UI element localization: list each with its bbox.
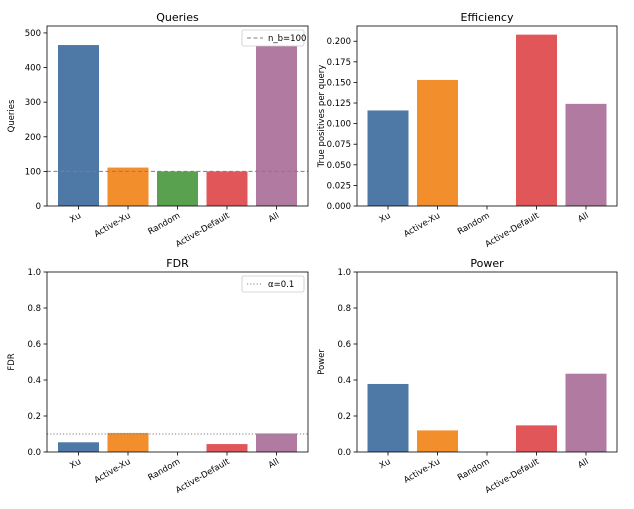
y-tick-label: 0.6 xyxy=(337,340,351,350)
y-tick-label: 100 xyxy=(25,167,41,177)
legend-box xyxy=(241,29,305,47)
y-axis-label: Queries xyxy=(7,99,17,132)
x-tick-label: All xyxy=(576,211,590,225)
x-tick-label: Active-Default xyxy=(484,211,542,250)
x-tick-label: All xyxy=(267,211,281,225)
y-tick-label: 0.0 xyxy=(27,448,41,458)
chart-title: Efficiency xyxy=(461,11,514,24)
x-tick-label: Active-Xu xyxy=(93,457,133,486)
y-tick-label: 0.0 xyxy=(337,448,351,458)
y-tick-label: 200 xyxy=(25,133,41,143)
y-tick-label: 0.150 xyxy=(327,78,351,88)
bar-random xyxy=(157,171,198,206)
x-tick-label: Active-Default xyxy=(174,457,232,496)
x-tick-label: Random xyxy=(456,211,491,237)
bar-active-xu xyxy=(107,432,149,452)
subplot-4: Power 0.0 0.2 0.4 0.6 0.8 1.0 Power Xu Active-Xu R… xyxy=(317,257,618,496)
y-tick-label: 0.2 xyxy=(27,412,41,422)
subplot-3: FDR 0.0 0.2 0.4 0.6 0.8 1.0 FDR Xu Active-Xu Rando… xyxy=(7,257,309,496)
subplot-2: Efficiency 0.000 0.025 0.050 0.075 0.100 0.125… xyxy=(317,11,618,250)
y-tick-label: 0.075 xyxy=(327,140,351,150)
chart-title: FDR xyxy=(166,257,189,270)
y-axis-label: FDR xyxy=(7,353,17,370)
chart-title: Queries xyxy=(156,11,199,24)
bar-active-default xyxy=(516,34,557,206)
y-tick-label: 0.4 xyxy=(27,376,41,386)
bar-xu xyxy=(367,110,409,206)
y-tick-label: 0.8 xyxy=(337,304,351,314)
bar-all xyxy=(256,35,297,206)
y-tick-label: 0.175 xyxy=(327,58,351,68)
y-tick-label: 0 xyxy=(36,202,41,212)
x-tick-label: All xyxy=(267,457,281,471)
bar-active-xu xyxy=(107,167,149,206)
legend: n_b=100 xyxy=(241,29,306,47)
y-tick-label: 1.0 xyxy=(337,268,351,278)
x-tick-label: Xu xyxy=(68,211,83,225)
bar-active-xu xyxy=(417,430,458,452)
bar-all xyxy=(256,433,297,452)
y-tick-label: 0.4 xyxy=(337,376,351,386)
y-tick-label: 0.6 xyxy=(27,340,41,350)
legend-label: α=0.1 xyxy=(268,280,294,290)
chart-title: Power xyxy=(470,257,504,270)
x-tick-label: Active-Xu xyxy=(93,211,133,240)
y-tick-label: 0.000 xyxy=(327,202,351,212)
subplot-1: Queries 0 100 200 300 400 500 Queries Xu Active-X… xyxy=(7,11,309,250)
y-tick-label: 0.200 xyxy=(327,37,351,47)
x-tick-label: Active-Xu xyxy=(402,211,442,240)
y-tick-label: 300 xyxy=(25,98,41,108)
x-tick-label: Random xyxy=(147,457,182,483)
bar-active-default xyxy=(206,171,248,206)
y-tick-label: 0.025 xyxy=(327,181,351,191)
y-tick-label: 0.125 xyxy=(327,99,351,109)
bar-xu xyxy=(58,442,99,452)
bar-active-xu xyxy=(417,79,458,206)
bar-all xyxy=(565,373,607,452)
x-tick-label: All xyxy=(576,457,590,471)
x-tick-label: Active-Xu xyxy=(402,457,442,486)
y-tick-label: 400 xyxy=(25,64,41,74)
x-tick-label: Xu xyxy=(68,457,83,471)
legend: α=0.1 xyxy=(241,275,305,293)
bar-xu xyxy=(367,383,409,452)
bar-active-default xyxy=(516,425,557,452)
bar-all xyxy=(565,103,607,206)
y-axis-label: Power xyxy=(317,349,327,375)
x-tick-label: Xu xyxy=(378,211,393,225)
legend-label: n_b=100 xyxy=(268,34,306,44)
y-tick-label: 0.050 xyxy=(327,161,351,171)
y-tick-label: 0.8 xyxy=(27,304,41,314)
y-tick-label: 1.0 xyxy=(27,268,41,278)
legend-box xyxy=(241,275,305,293)
y-tick-label: 0.2 xyxy=(337,412,351,422)
x-tick-label: Active-Default xyxy=(174,211,232,250)
x-tick-label: Random xyxy=(147,211,182,237)
x-tick-label: Random xyxy=(456,457,491,483)
y-axis-label: True positives per query xyxy=(317,65,327,169)
bar-active-default xyxy=(206,444,248,452)
axes-frame xyxy=(46,271,309,453)
y-tick-label: 0.100 xyxy=(327,120,351,130)
y-tick-label: 500 xyxy=(25,29,41,39)
x-tick-label: Xu xyxy=(378,457,393,471)
x-tick-label: Active-Default xyxy=(484,457,542,496)
bar-xu xyxy=(58,45,99,207)
